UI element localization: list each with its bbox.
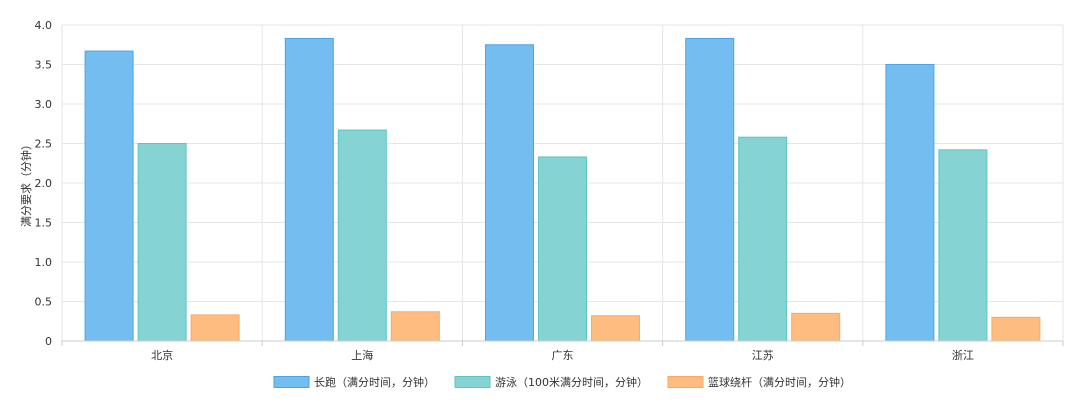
bar-series-0-浙江[interactable] bbox=[885, 64, 935, 342]
bar-series-0-上海[interactable] bbox=[284, 37, 334, 342]
bar-series-2-上海[interactable] bbox=[390, 311, 440, 342]
legend-item-1[interactable]: 游泳（100米满分时间，分钟） bbox=[454, 375, 648, 389]
y-tick-label: 2.5 bbox=[35, 138, 53, 151]
bar-series-0-江苏[interactable] bbox=[685, 37, 735, 342]
y-tick-label: 3.5 bbox=[35, 59, 53, 72]
bar-series-0-广东[interactable] bbox=[485, 44, 534, 342]
legend-label: 长跑（满分时间，分钟） bbox=[314, 375, 435, 389]
y-tick-label: 3.0 bbox=[35, 98, 53, 111]
y-tick-label: 0 bbox=[45, 335, 52, 348]
x-tick-label: 江苏 bbox=[752, 349, 774, 362]
bar-series-2-浙江[interactable] bbox=[991, 316, 1041, 342]
legend-label: 游泳（100米满分时间，分钟） bbox=[495, 375, 648, 389]
legend-swatch bbox=[454, 376, 491, 388]
bar-series-1-北京[interactable] bbox=[137, 143, 187, 342]
bar-series-0-北京[interactable] bbox=[84, 50, 134, 342]
grid-lines bbox=[61, 24, 1064, 341]
y-tick-label: 0.5 bbox=[35, 296, 53, 309]
axes: 0 0.5 1.0 1.5 2.0 2.5 3.0 3.5 4.0 北京 上海 广东 江苏 浙江 bbox=[35, 19, 1064, 362]
bars bbox=[84, 37, 1041, 342]
bar-series-1-江苏[interactable] bbox=[738, 136, 788, 342]
bar-series-2-北京[interactable] bbox=[190, 314, 240, 342]
x-tick-label: 上海 bbox=[351, 348, 373, 362]
bar-series-1-广东[interactable] bbox=[538, 156, 587, 342]
x-tick-label: 浙江 bbox=[952, 349, 974, 362]
y-tick-label: 1.0 bbox=[35, 256, 53, 269]
legend-item-0[interactable]: 长跑（满分时间，分钟） bbox=[273, 375, 435, 389]
y-tick-label: 4.0 bbox=[35, 19, 53, 32]
legend-swatch bbox=[273, 376, 310, 388]
bar-series-1-浙江[interactable] bbox=[938, 149, 988, 342]
x-tick-label: 广东 bbox=[552, 349, 574, 362]
bar-series-2-江苏[interactable] bbox=[791, 312, 841, 342]
legend-item-2[interactable]: 篮球绕杆（满分时间，分钟） bbox=[667, 375, 851, 389]
y-tick-label: 1.5 bbox=[35, 217, 53, 230]
y-axis-title: 满分要求（分钟） bbox=[19, 139, 33, 227]
bar-series-2-广东[interactable] bbox=[591, 315, 640, 342]
y-tick-label: 2.0 bbox=[35, 177, 53, 190]
legend: 长跑（满分时间，分钟） 游泳（100米满分时间，分钟） 篮球绕杆（满分时间，分钟） bbox=[273, 375, 851, 389]
x-tick-label: 北京 bbox=[151, 348, 173, 362]
bar-series-1-上海[interactable] bbox=[337, 129, 387, 342]
legend-label: 篮球绕杆（满分时间，分钟） bbox=[708, 375, 851, 389]
legend-swatch bbox=[667, 376, 704, 388]
